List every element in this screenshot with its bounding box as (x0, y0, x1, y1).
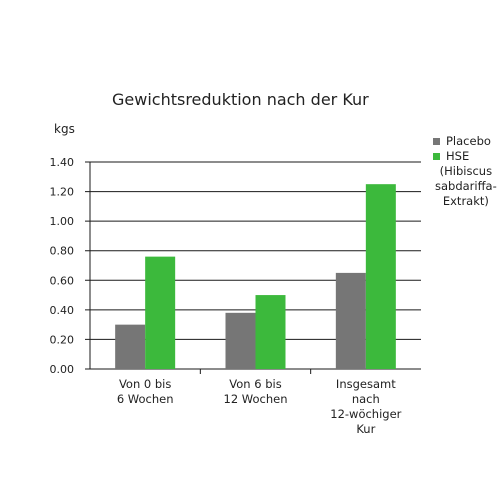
legend-item-hse: HSE (Hibiscus sabdariffa- Extrakt) (433, 149, 497, 209)
bar-hse (255, 295, 286, 369)
y-tick-label: 1.20 (50, 186, 75, 199)
y-tick-label: 0.80 (50, 245, 75, 258)
bar-hse (365, 184, 396, 369)
legend-label-hse: HSE (446, 149, 470, 163)
y-tick-label: 1.40 (50, 156, 75, 169)
legend-label-hse-detail: (Hibiscus sabdariffa- Extrakt) (435, 164, 497, 208)
y-tick-label: 0.20 (50, 333, 75, 346)
legend-swatch-placebo (433, 138, 440, 145)
x-category-label: Insgesamt nach 12-wöchiger Kur (330, 377, 402, 436)
chart-title: Gewichtsreduktion nach der Kur (112, 90, 369, 109)
y-tick-label: 0.40 (50, 304, 75, 317)
bar-placebo (115, 324, 146, 369)
x-category-label: Von 6 bis 12 Wochen (223, 377, 288, 406)
bar-placebo (225, 312, 256, 369)
legend-item-placebo: Placebo (433, 134, 497, 149)
legend-label-placebo: Placebo (446, 134, 491, 148)
x-category-label: Von 0 bis 6 Wochen (116, 377, 174, 406)
y-axis-label: kgs (54, 122, 75, 136)
bar-hse (145, 256, 176, 369)
y-tick-label: 0.00 (50, 363, 75, 376)
bar-placebo (335, 272, 366, 369)
legend-swatch-hse (433, 153, 440, 160)
y-tick-label: 0.60 (50, 274, 75, 287)
legend: Placebo HSE (Hibiscus sabdariffa- Extrak… (433, 134, 497, 209)
y-tick-label: 1.00 (50, 215, 75, 228)
